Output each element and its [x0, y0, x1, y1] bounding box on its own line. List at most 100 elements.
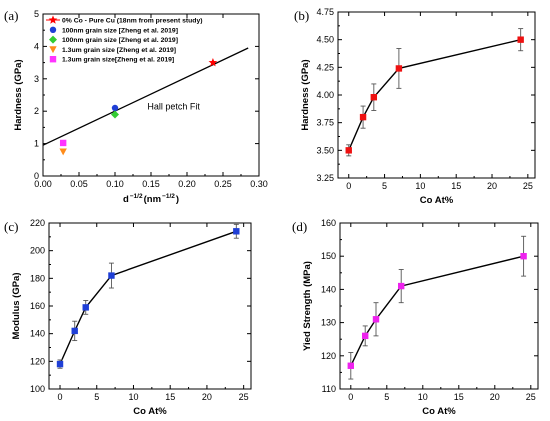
panel-b-hardness-vs-co: 0 5 10 15 20 25 3.25 3.50 3.75 4.00 4.25 4.50 4.75 Ha…: [294, 7, 536, 206]
panel-a-xtick-label: 0.00: [34, 179, 52, 189]
panel-d-data-point: [347, 362, 354, 369]
panel-a-legend-marker-0: [48, 15, 58, 24]
panel-a-hardness-vs-grain-size: 0.00 0.05 0.10 0.15 0.20 0.25 0.30 0 1 2 3 4 5 Hardne…: [4, 8, 268, 205]
panel-a-legend-label-0: 0% Co - Pure Cu (18nm from present study…: [62, 18, 203, 25]
panel-b-data-point: [395, 65, 403, 72]
panel-b-xtick-label: 0: [346, 181, 351, 191]
panel-a-legend-marker-2: [49, 35, 57, 44]
panel-a-point-series-1: [111, 104, 119, 112]
panel-a-ytick-label: 4: [34, 41, 39, 51]
panel-a-fit-annotation: Hall petch Fit: [147, 102, 200, 112]
panel-a-point-series-0: [208, 58, 218, 67]
panel-c-xtick-label: 20: [202, 392, 212, 402]
panel-b-xtick-label: 15: [451, 181, 461, 191]
panel-c-xlabel: Co At%: [133, 406, 167, 417]
panel-a-xlabel-part: d: [123, 194, 129, 205]
panel-b-xtick-label: 20: [487, 181, 497, 191]
panel-d-data-point: [520, 253, 527, 260]
panel-b-ytick-label: 4.00: [316, 90, 334, 100]
panel-d-xtick-label: 0: [348, 392, 353, 402]
panel-d-ytick-label: 120: [321, 351, 336, 361]
panel-c-modulus-vs-co: 0 5 10 15 20 25 100 120 140 160 180 200 220 Modulus (…: [4, 218, 252, 417]
panel-a-point-series-4: [59, 139, 67, 147]
panel-b-ytick-label: 3.75: [316, 118, 334, 128]
panel-c-xtick-label: 15: [165, 392, 175, 402]
panel-c-ytick-label: 160: [30, 301, 45, 311]
panel-c-data-point: [108, 272, 115, 279]
panel-a-label: (a): [4, 8, 18, 23]
panel-d-ytick-label: 130: [321, 318, 336, 328]
panel-a-legend-marker-1: [49, 26, 57, 33]
panel-c-label: (c): [4, 219, 18, 234]
panel-a-ytick-label: 2: [34, 106, 39, 116]
panel-a-point-series-3: [59, 148, 67, 156]
panel-d-data-point: [398, 282, 405, 290]
panel-b-plot-frame: [337, 11, 536, 179]
panel-b-data-point: [345, 147, 352, 154]
panel-a-ytick-label: 5: [34, 9, 39, 19]
panel-c-ylabel: Modulus (GPa): [11, 272, 22, 339]
panel-c-xtick-label: 25: [239, 392, 249, 402]
panel-d-yield-strength-vs-co: 0 5 10 15 20 25 110 120 130 140 150 160 Yied Strengt…: [292, 218, 539, 417]
panel-a-xlabel-part: −1/2: [130, 193, 143, 200]
panel-c-ytick-label: 180: [30, 273, 45, 283]
panel-c-xtick-label: 0: [58, 392, 63, 402]
panel-c-ytick-label: 200: [30, 246, 45, 256]
panel-c-data-point: [82, 304, 89, 311]
panel-a-legend-label-4: 1.3um grain size[Zheng et al. 2019]: [62, 57, 174, 64]
panel-d-series-line: [350, 255, 524, 367]
panel-a-legend-marker-4: [49, 56, 57, 63]
panel-a-legend-label-2: 100nm grain size [Zheng et al. 2019]: [62, 37, 178, 44]
panel-a-ytick-label: 3: [34, 74, 39, 84]
panel-c-plot-frame: [48, 222, 252, 390]
panel-a-xtick-label: 0.15: [142, 179, 160, 189]
panel-c-xtick-label: 5: [94, 392, 99, 402]
panel-d-xtick-label: 20: [490, 392, 500, 402]
panel-d-data-point: [372, 316, 380, 323]
panel-a-xtick-label: 0.20: [178, 179, 196, 189]
panel-d-xtick-label: 10: [418, 392, 428, 402]
panel-c-ytick-label: 220: [30, 218, 45, 228]
panel-b-xtick-label: 10: [415, 181, 425, 191]
panel-d-label: (d): [292, 219, 307, 234]
panel-d-ytick-label: 150: [321, 251, 336, 261]
panel-d-xtick-label: 25: [526, 392, 536, 402]
panel-b-xtick-label: 5: [382, 181, 387, 191]
panel-b-ytick-label: 3.50: [316, 145, 334, 155]
panel-a-ytick-label: 0: [34, 171, 39, 181]
panel-c-data-point: [56, 360, 64, 368]
panel-c-data-point: [233, 228, 240, 235]
panel-a-xlabel-part: ): [176, 194, 179, 205]
panel-d-xtick-label: 5: [384, 392, 389, 402]
panel-a-legend-label-1: 100nm grain size [Zheng et al. 2019]: [62, 27, 178, 34]
panel-b-xlabel: Co At%: [420, 195, 454, 206]
panel-b-ytick-label: 3.25: [316, 173, 334, 183]
panel-b-label: (b): [294, 8, 309, 23]
panel-b-ytick-label: 4.50: [316, 35, 334, 45]
panel-d-xlabel: Co At%: [422, 406, 456, 417]
panel-a-xtick-label: 0.10: [106, 179, 124, 189]
panel-c-ytick-label: 100: [30, 384, 45, 394]
panel-d-plot-frame: [339, 222, 539, 390]
panel-b-ytick-label: 4.75: [316, 7, 334, 17]
panel-d-ytick-label: 110: [322, 384, 336, 394]
panel-c-series-line: [59, 230, 237, 365]
panel-c-ytick-label: 120: [30, 356, 45, 366]
panel-a-xtick-label: 0.05: [70, 179, 88, 189]
panel-b-data-point: [517, 36, 524, 43]
panel-c-ytick-label: 140: [30, 329, 45, 339]
panel-b-data-point: [370, 94, 378, 101]
panel-a-xlabel-part: −1/2: [162, 193, 175, 200]
panel-d-xtick-label: 15: [454, 392, 464, 402]
panel-a-xlabel-part: (nm: [144, 194, 161, 205]
panel-b-data-point: [359, 113, 367, 121]
panel-b-ylabel: Hardness (GPa): [300, 59, 311, 130]
panel-a-xlabel: d−1/2(nm−1/2): [123, 193, 179, 205]
panel-d-ytick-label: 140: [321, 284, 336, 294]
panel-a-xtick-label: 0.30: [250, 179, 268, 189]
panel-a-legend-marker-3: [49, 46, 57, 54]
panel-b-xtick-label: 25: [523, 181, 533, 191]
panel-d-data-point: [362, 332, 369, 340]
panel-c-data-point: [71, 327, 78, 335]
